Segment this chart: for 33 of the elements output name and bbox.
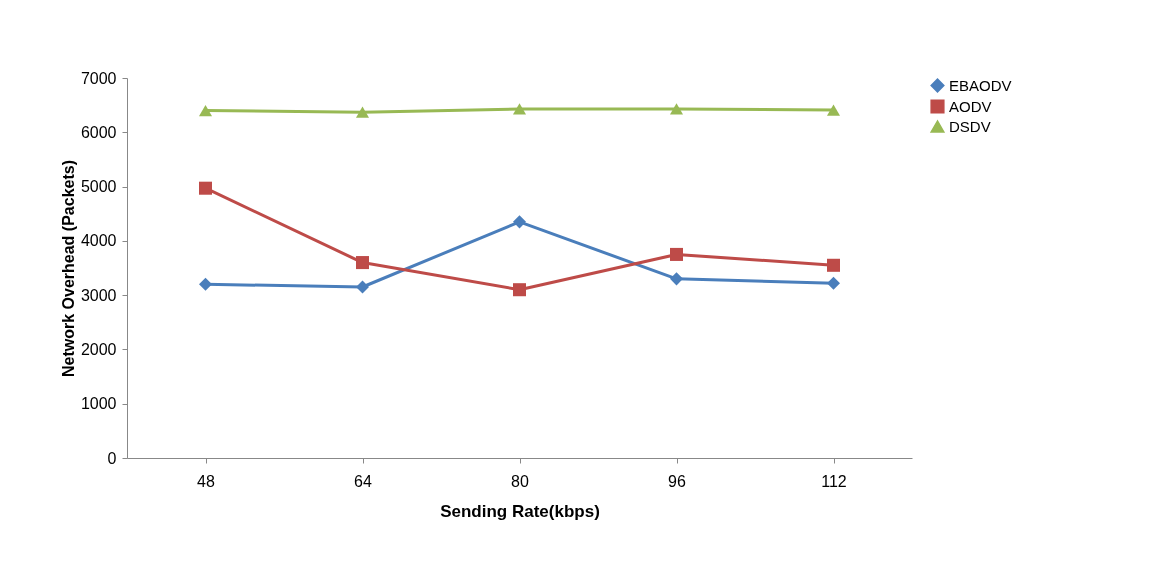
x-tick-label: 80 <box>511 472 529 490</box>
y-tick-label: 6000 <box>80 123 117 141</box>
point <box>669 247 684 261</box>
point <box>669 103 684 115</box>
y-tick-label: 7000 <box>80 69 117 87</box>
point <box>198 104 213 117</box>
point <box>355 280 370 294</box>
point <box>512 215 527 229</box>
point <box>826 104 841 116</box>
point <box>198 181 213 195</box>
y-tick-label: 0 <box>107 449 117 467</box>
legend-label: AODV <box>949 97 992 115</box>
x-tick-label: 112 <box>821 472 847 490</box>
y-axis-title: Network Overhead (Packets) <box>59 160 77 377</box>
point <box>826 276 841 290</box>
point <box>355 256 370 270</box>
y-tick-label: 2000 <box>80 340 117 358</box>
point <box>826 258 841 272</box>
point <box>198 277 213 291</box>
y-tick-label: 1000 <box>80 395 117 413</box>
x-tick-label: 48 <box>197 472 215 490</box>
y-tick-label: 5000 <box>80 178 117 196</box>
y-tick-label: 4000 <box>80 232 117 250</box>
legend-label: EBAODV <box>949 76 1012 94</box>
point <box>512 103 527 115</box>
point <box>512 283 527 297</box>
x-axis-title: Sending Rate(kbps) <box>440 501 600 521</box>
legend-label: DSDV <box>949 117 991 135</box>
point <box>669 272 684 286</box>
x-tick-label: 96 <box>668 472 686 490</box>
point <box>355 106 370 118</box>
x-tick-label: 64 <box>354 472 372 490</box>
y-tick-label: 3000 <box>80 286 117 304</box>
